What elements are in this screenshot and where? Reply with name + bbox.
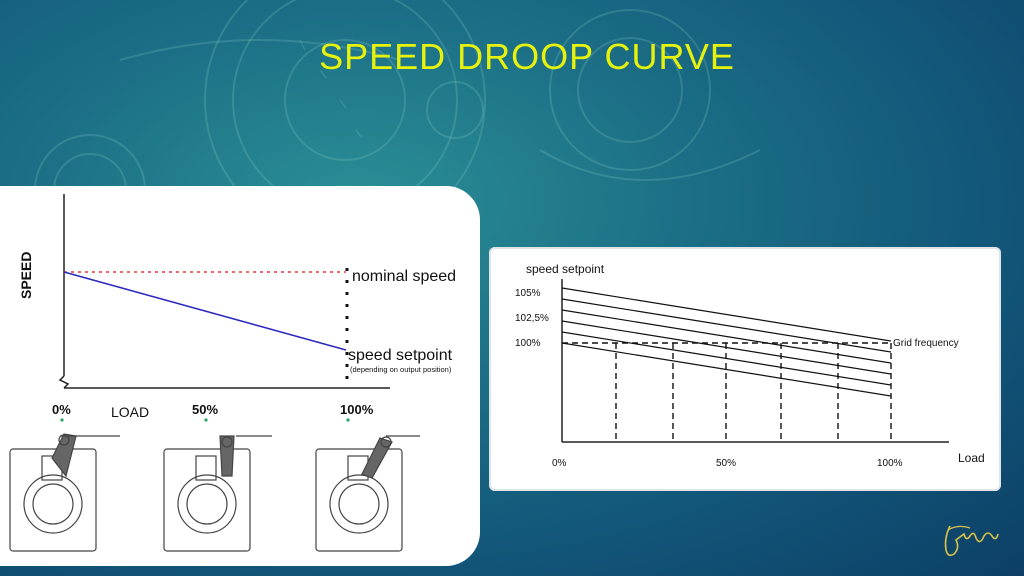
y-axis-label: speed setpoint [526,262,605,276]
y-tick-105: 105% [515,288,541,299]
y-tick-102-5: 102,5% [515,313,549,324]
y-axis-label: SPEED [18,252,34,299]
x-axis-label: LOAD [111,404,149,420]
speed-setpoint-diagram-panel: speed setpoint 105% 102,5% 100% Grid fre… [489,247,1001,491]
droop-line-1 [561,287,892,342]
slide-title: SPEED DROOP CURVE [319,36,735,77]
actuator-illustration-0 [9,433,120,552]
signature-icon [944,525,999,557]
y-tick-100: 100% [515,338,541,349]
tick-0: 0% [52,402,71,417]
x-tick-0: 0% [552,458,567,469]
droop-line-3 [561,309,892,364]
actuator-illustration-100 [315,435,420,552]
droop-line-6 [561,342,892,397]
speed-setpoint-diagram: speed setpoint 105% 102,5% 100% Grid fre… [515,262,985,469]
tick-100: 100% [340,402,374,417]
x-axis-label: Load [958,451,985,465]
tick-marker-0 [60,418,64,422]
droop-lines [561,287,892,397]
x-tick-100: 100% [877,458,903,469]
tick-marker-50 [204,418,208,422]
axis-break [58,375,70,389]
tick-marker-100 [346,418,350,422]
speed-setpoint-note: (depending on output position) [350,365,452,374]
speed-load-diagram: SPEED LOAD nominal speed speed setpoint … [9,194,456,552]
tick-50: 50% [192,402,218,417]
speed-setpoint-label: speed setpoint [348,347,453,364]
x-tick-50: 50% [716,458,736,469]
grid-frequency-label: Grid frequency [893,338,959,349]
droop-line [63,271,347,351]
operating-point-lines [615,343,892,442]
speed-load-diagram-panel: SPEED LOAD nominal speed speed setpoint … [0,186,480,566]
actuator-illustration-50 [163,435,272,552]
nominal-speed-label: nominal speed [352,268,456,285]
